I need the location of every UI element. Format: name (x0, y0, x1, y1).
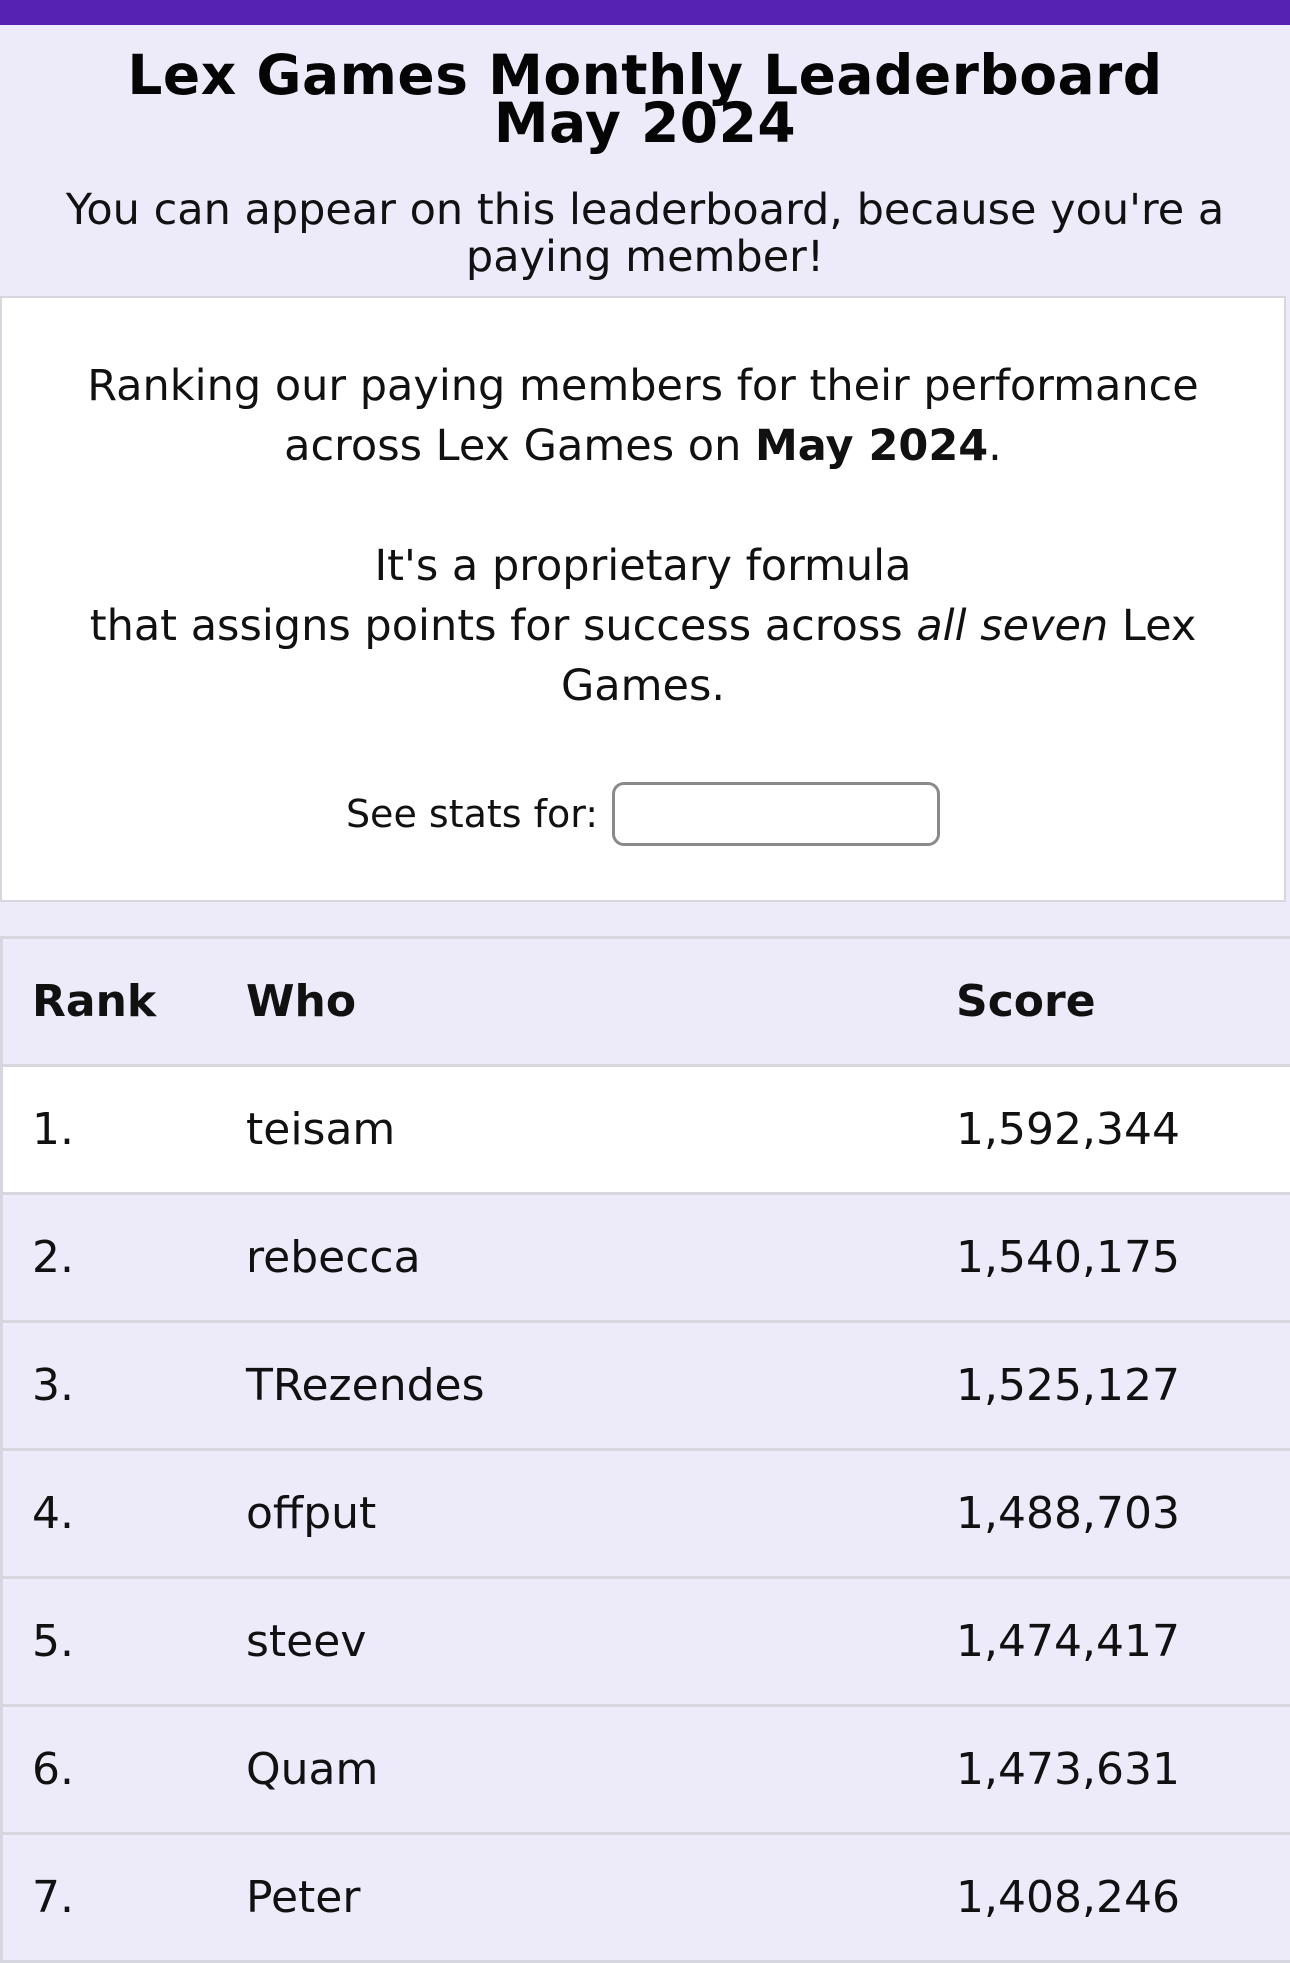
score-cell: 1,408,246 (956, 1872, 1180, 1923)
formula-text: that assigns points for success across (89, 601, 917, 651)
rank-cell: 1. (32, 1104, 74, 1155)
ranking-description: Ranking our paying members for their per… (2, 298, 1284, 476)
column-header-score[interactable]: Score (956, 976, 1096, 1027)
player-name[interactable]: offput (246, 1488, 377, 1539)
rank-cell: 7. (32, 1872, 74, 1923)
player-name[interactable]: Quam (246, 1744, 379, 1795)
ranking-period: . (988, 421, 1002, 471)
score-cell: 1,473,631 (956, 1744, 1180, 1795)
info-card: Ranking our paying members for their per… (0, 296, 1286, 902)
table-row: 2. rebecca 1,540,175 (0, 1195, 1290, 1323)
player-name[interactable]: rebecca (246, 1232, 421, 1283)
page-title-month: May 2024 (493, 91, 797, 155)
formula-emphasis: all seven (916, 601, 1109, 651)
score-cell: 1,592,344 (956, 1104, 1180, 1155)
rank-cell: 4. (32, 1488, 74, 1539)
score-cell: 1,540,175 (956, 1232, 1180, 1283)
stats-label: See stats for: (345, 792, 599, 836)
player-name[interactable]: TRezendes (246, 1360, 485, 1411)
table-row: 1. teisam 1,592,344 (0, 1067, 1290, 1195)
top-accent-bar (0, 0, 1290, 25)
membership-notice: You can appear on this leaderboard, beca… (65, 185, 1225, 282)
score-cell: 1,525,127 (956, 1360, 1180, 1411)
player-name[interactable]: Peter (246, 1872, 361, 1923)
column-header-who[interactable]: Who (246, 976, 357, 1027)
score-cell: 1,474,417 (956, 1616, 1180, 1667)
ranking-text: Ranking our paying members for their per… (87, 361, 1199, 471)
table-row: 3. TRezendes 1,525,127 (0, 1323, 1290, 1451)
stats-lookup: See stats for: (2, 782, 1284, 846)
formula-description: It's a proprietary formula that assigns p… (2, 476, 1284, 716)
table-row: 4. offput 1,488,703 (0, 1451, 1290, 1579)
player-name[interactable]: teisam (246, 1104, 396, 1155)
table-header-row: Rank Who Score (0, 939, 1290, 1067)
rank-cell: 6. (32, 1744, 74, 1795)
rank-cell: 5. (32, 1616, 74, 1667)
rank-cell: 3. (32, 1360, 74, 1411)
page-title: Lex Games Monthly Leaderboard (127, 43, 1163, 107)
leaderboard-table: Rank Who Score 1. teisam 1,592,344 2. re… (0, 936, 1290, 1963)
stats-search-input[interactable] (612, 782, 941, 846)
rank-cell: 2. (32, 1232, 74, 1283)
table-row: 5. steev 1,474,417 (0, 1579, 1290, 1707)
table-row: 6. Quam 1,473,631 (0, 1707, 1290, 1835)
formula-line1: It's a proprietary formula (374, 541, 912, 591)
score-cell: 1,488,703 (956, 1488, 1180, 1539)
player-name[interactable]: steev (246, 1616, 367, 1667)
ranking-month: May 2024 (755, 421, 989, 471)
column-header-rank[interactable]: Rank (32, 976, 157, 1027)
table-row: 7. Peter 1,408,246 (0, 1835, 1290, 1963)
page-header: Lex Games Monthly Leaderboard May 2024 Y… (0, 25, 1290, 281)
formula-tail: Lex Games. (560, 601, 1197, 711)
